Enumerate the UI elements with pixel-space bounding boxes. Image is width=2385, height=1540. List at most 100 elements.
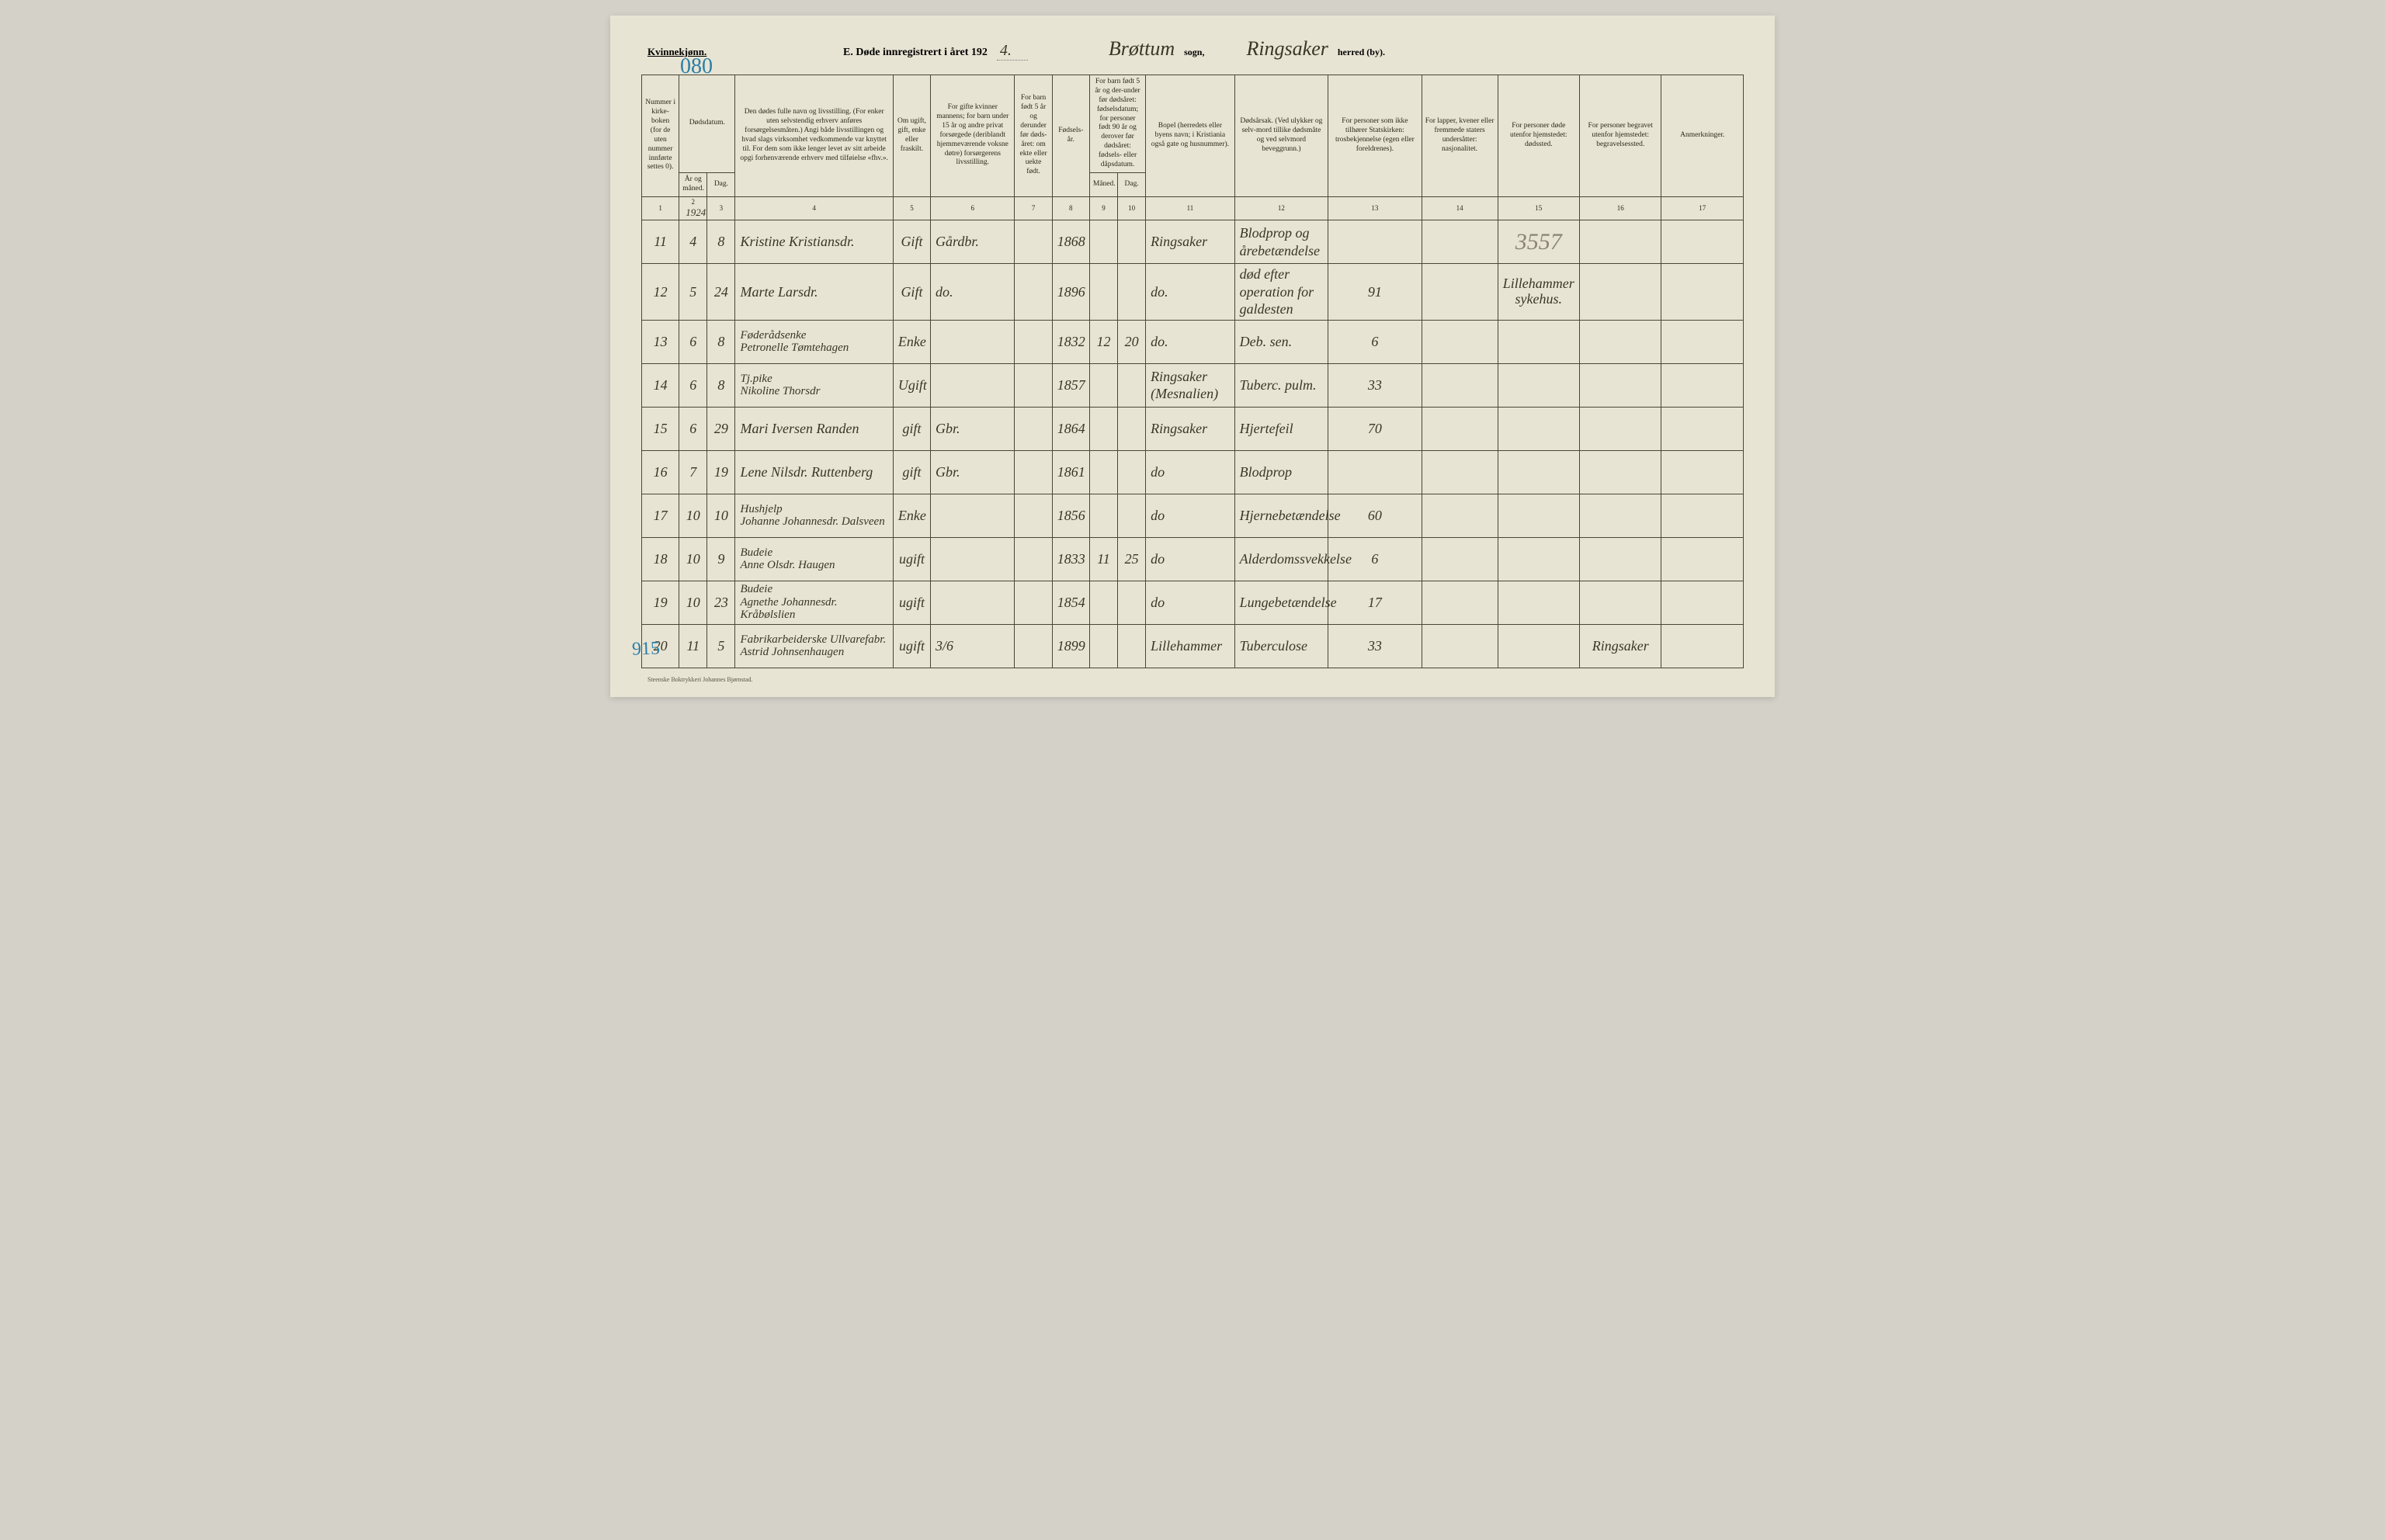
cell-bmonth — [1089, 624, 1117, 668]
cell-place: do — [1146, 537, 1234, 581]
colnum: 11 — [1146, 196, 1234, 220]
cell-birth: 1832 — [1052, 320, 1089, 363]
table-row: 12524Marte Larsdr.Giftdo.1896do.død efte… — [642, 264, 1744, 321]
cell-c13: 17 — [1328, 581, 1422, 624]
cell-month: 10 — [679, 537, 707, 581]
cell-c14 — [1422, 220, 1498, 264]
cell-c13 — [1328, 450, 1422, 494]
colnum: 4 — [735, 196, 893, 220]
cell-month: 11 — [679, 624, 707, 668]
herred-label: herred (by). — [1338, 47, 1385, 58]
cell-c14 — [1422, 407, 1498, 450]
cell-c14 — [1422, 581, 1498, 624]
cell-bday — [1118, 450, 1146, 494]
cell-name: Fabrikarbeiderske Ullvarefabr.Astrid Joh… — [735, 624, 893, 668]
cell-day: 8 — [707, 220, 735, 264]
cell-c13: 60 — [1328, 494, 1422, 537]
cell-cause: Tuberculose — [1234, 624, 1328, 668]
cell-spouse: 3/6 — [931, 624, 1015, 668]
cell-c13: 33 — [1328, 624, 1422, 668]
cell-status: ugift — [893, 537, 930, 581]
column-number-row: 1 21924 3 4 5 6 7 8 9 10 11 12 13 14 15 … — [642, 196, 1744, 220]
cell-c13: 33 — [1328, 363, 1422, 407]
cell-c14 — [1422, 264, 1498, 321]
colnum: 3 — [707, 196, 735, 220]
cell-c15 — [1498, 537, 1579, 581]
cell-month: 6 — [679, 320, 707, 363]
cell-place: do — [1146, 494, 1234, 537]
cell-num: 12 — [642, 264, 679, 321]
cell-c17 — [1661, 320, 1744, 363]
cell-c13: 6 — [1328, 320, 1422, 363]
cell-bmonth — [1089, 494, 1117, 537]
col-header-11: Bopel (herredets eller byens navn; i Kri… — [1146, 75, 1234, 197]
cell-c15 — [1498, 320, 1579, 363]
cell-name: Lene Nilsdr. Ruttenberg — [735, 450, 893, 494]
cell-c15 — [1498, 450, 1579, 494]
cell-day: 24 — [707, 264, 735, 321]
cell-c16 — [1580, 264, 1661, 321]
cell-month: 6 — [679, 407, 707, 450]
cell-bmonth — [1089, 407, 1117, 450]
cell-c13 — [1328, 220, 1422, 264]
cell-month: 7 — [679, 450, 707, 494]
cell-spouse — [931, 494, 1015, 537]
cell-name: Mari Iversen Randen — [735, 407, 893, 450]
cell-status: ugift — [893, 624, 930, 668]
colnum: 5 — [893, 196, 930, 220]
cell-bmonth — [1089, 220, 1117, 264]
cell-bday — [1118, 624, 1146, 668]
cell-day: 9 — [707, 537, 735, 581]
cell-bmonth — [1089, 581, 1117, 624]
gender-label: Kvinnekjønn. — [647, 46, 787, 58]
page-number: 080 — [680, 54, 713, 79]
cell-c15 — [1498, 363, 1579, 407]
cell-bmonth: 12 — [1089, 320, 1117, 363]
col-header-7: For barn født 5 år og derunder før døds-… — [1015, 75, 1052, 197]
cell-c15 — [1498, 624, 1579, 668]
cell-spouse — [931, 320, 1015, 363]
cell-c16 — [1580, 407, 1661, 450]
cell-c16 — [1580, 494, 1661, 537]
colnum: 16 — [1580, 196, 1661, 220]
ledger-page: Kvinnekjønn. E. Døde innregistrert i åre… — [610, 16, 1775, 697]
cell-month: 5 — [679, 264, 707, 321]
cell-day: 8 — [707, 363, 735, 407]
col-header-910: For barn født 5 år og der-under før døds… — [1089, 75, 1145, 173]
colnum: 6 — [931, 196, 1015, 220]
cell-bmonth: 11 — [1089, 537, 1117, 581]
cell-c14 — [1422, 363, 1498, 407]
cell-birth: 1868 — [1052, 220, 1089, 264]
table-row: 1148Kristine Kristiansdr.GiftGårdbr.1868… — [642, 220, 1744, 264]
title-line: E. Døde innregistrert i året 1924. Brøtt… — [787, 37, 1738, 61]
cell-place: do — [1146, 581, 1234, 624]
cell-name: FøderådsenkePetronelle Tømtehagen — [735, 320, 893, 363]
col-header-5: Om ugift, gift, enke eller fraskilt. — [893, 75, 930, 197]
col-header-1: Nummer i kirke-boken (for de uten nummer… — [642, 75, 679, 197]
cell-c14 — [1422, 624, 1498, 668]
col-header-13: For personer som ikke tilhører Statskirk… — [1328, 75, 1422, 197]
cell-status: gift — [893, 450, 930, 494]
cell-birth: 1861 — [1052, 450, 1089, 494]
table-row: 16719Lene Nilsdr. RuttenberggiftGbr.1861… — [642, 450, 1744, 494]
cell-c17 — [1661, 407, 1744, 450]
cell-day: 23 — [707, 581, 735, 624]
col-header-9: Måned. — [1089, 172, 1117, 196]
cell-place: Lillehammer — [1146, 624, 1234, 668]
colnum: 21924 — [679, 196, 707, 220]
table-row: 15629Mari Iversen RandengiftGbr.1864Ring… — [642, 407, 1744, 450]
title-prefix: E. Døde innregistrert i året 192 — [843, 47, 988, 59]
cell-c17 — [1661, 494, 1744, 537]
cell-c16 — [1580, 363, 1661, 407]
cell-ekte — [1015, 450, 1052, 494]
cell-bday — [1118, 581, 1146, 624]
cell-place: do — [1146, 450, 1234, 494]
cell-month: 10 — [679, 581, 707, 624]
sogn-label: sogn, — [1184, 47, 1204, 58]
district-name: Ringsaker — [1246, 37, 1328, 61]
cell-cause: Tuberc. pulm. — [1234, 363, 1328, 407]
cell-ekte — [1015, 363, 1052, 407]
cell-status: ugift — [893, 581, 930, 624]
cell-bday: 20 — [1118, 320, 1146, 363]
cell-spouse: do. — [931, 264, 1015, 321]
